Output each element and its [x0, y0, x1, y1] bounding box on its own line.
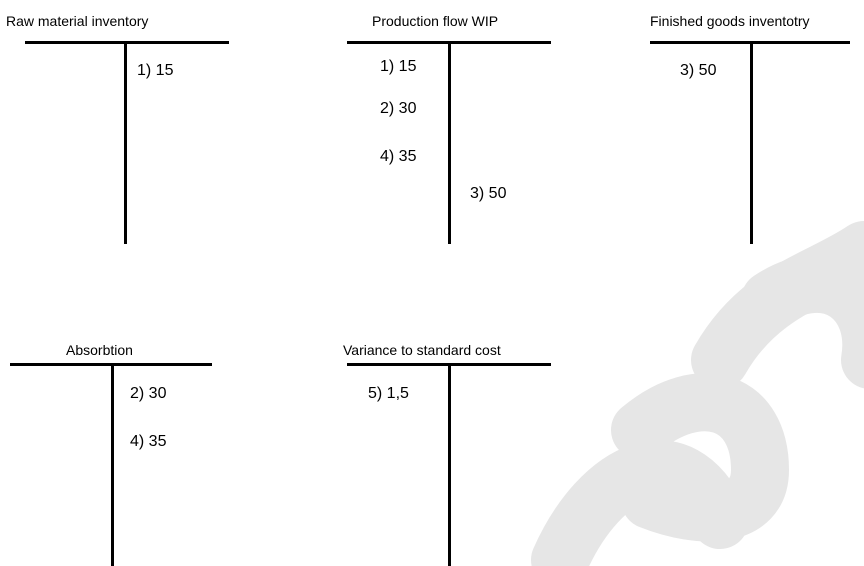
watermark-stroke-2: [611, 373, 790, 542]
watermark-stroke-1: [531, 440, 749, 566]
watermark-stroke-4: [691, 221, 864, 389]
account-title: Raw material inventory: [6, 13, 149, 29]
account-title: Production flow WIP: [372, 13, 499, 29]
debit-entry: 5) 1,5: [368, 385, 409, 402]
account-divider-line: [124, 41, 127, 244]
debit-entry: 1) 15: [380, 58, 417, 75]
debit-entry: 2) 30: [380, 100, 417, 117]
credit-entry: 1) 15: [137, 62, 174, 79]
account-divider-line: [448, 41, 451, 244]
watermark-stroke-3: [741, 254, 864, 389]
account-top-line: [25, 41, 229, 44]
debit-entry: 4) 35: [380, 148, 417, 165]
debit-entry: 3) 50: [680, 62, 717, 79]
account-title: Variance to standard cost: [343, 342, 501, 358]
credit-entry: 3) 50: [470, 185, 507, 202]
account-divider-line: [448, 363, 451, 566]
credit-entry: 4) 35: [130, 433, 167, 450]
account-title: Absorbtion: [66, 342, 133, 358]
credit-entry: 2) 30: [130, 385, 167, 402]
account-divider-line: [111, 363, 114, 566]
account-divider-line: [750, 41, 753, 244]
account-title: Finished goods inventotry: [650, 13, 810, 29]
